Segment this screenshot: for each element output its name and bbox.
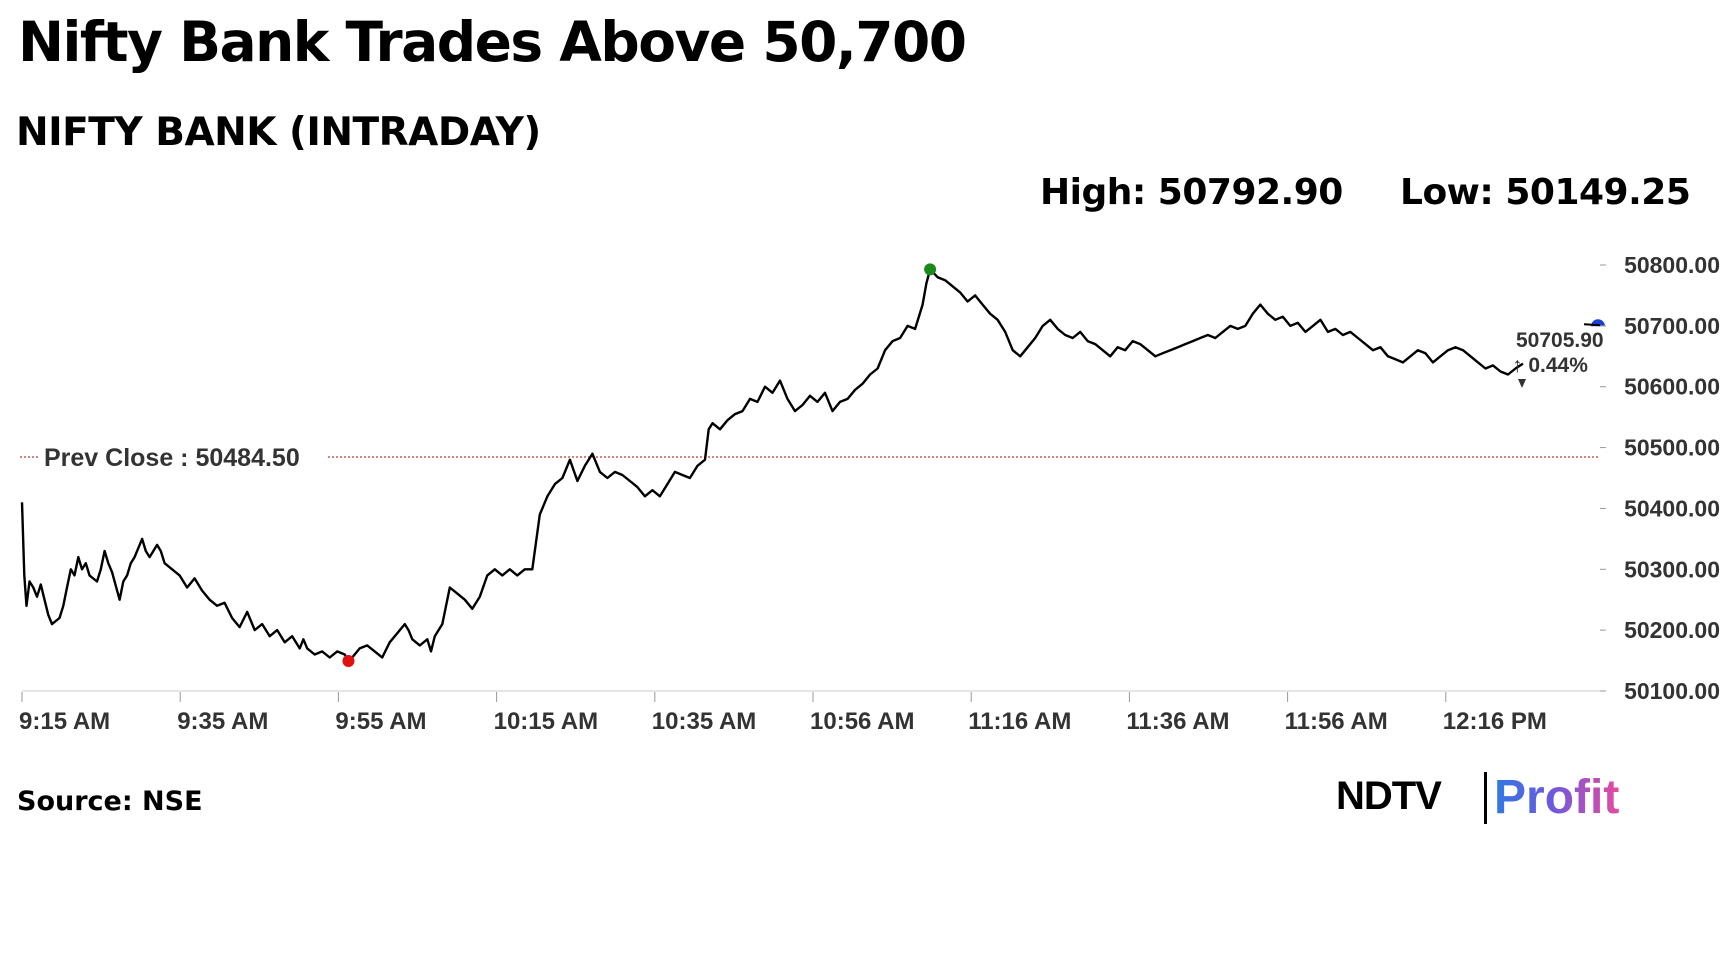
x-tick-label: 9:35 AM: [177, 708, 268, 735]
logo-divider: [1484, 772, 1487, 824]
y-tick-label: 50300.00: [1624, 556, 1720, 582]
x-tick-label: 12:16 PM: [1443, 708, 1547, 735]
ndtv-logo-text: NDTV: [1336, 774, 1442, 818]
y-tick-label: 50400.00: [1624, 495, 1720, 521]
x-tick-label: 11:16 AM: [968, 708, 1071, 735]
x-tick-label: 10:15 AM: [494, 708, 598, 735]
source-note: Source: NSE: [17, 786, 203, 817]
x-tick-label: 10:35 AM: [652, 708, 756, 735]
x-tick-label: 11:36 AM: [1126, 708, 1229, 735]
x-tick-label: 11:56 AM: [1285, 708, 1388, 735]
low-stat: Low: 50149.25: [1400, 172, 1691, 213]
x-tick-label: 10:56 AM: [810, 708, 914, 735]
y-tick-label: 50800.00: [1624, 252, 1720, 278]
profit-logo-text: Profit: [1494, 771, 1620, 824]
x-tick-label: 9:55 AM: [335, 708, 426, 735]
y-tick-label: 50700.00: [1624, 313, 1720, 339]
high-marker: [924, 263, 937, 276]
prev-close-label-bg: [40, 440, 328, 477]
x-tick-label: 9:15 AM: [19, 708, 110, 735]
down-arrow-icon: [1518, 379, 1526, 388]
y-tick-label: 50600.00: [1624, 374, 1720, 400]
chart-subtitle: NIFTY BANK (INTRADAY): [16, 110, 541, 155]
y-tick-label: 50200.00: [1624, 617, 1720, 643]
high-stat: High: 50792.90: [1040, 172, 1343, 213]
low-marker: [342, 655, 355, 668]
y-tick-label: 50500.00: [1624, 435, 1720, 461]
price-line: [20, 268, 1524, 662]
last-value-tick: [1583, 323, 1601, 327]
change-label: ↑ 0.44%: [1512, 354, 1588, 377]
last-value-label: 50705.90: [1516, 329, 1604, 352]
y-tick-label: 50100.00: [1624, 678, 1720, 704]
prev-close-label: Prev Close : 50484.50: [44, 444, 300, 472]
page-title: Nifty Bank Trades Above 50,700: [18, 10, 967, 74]
